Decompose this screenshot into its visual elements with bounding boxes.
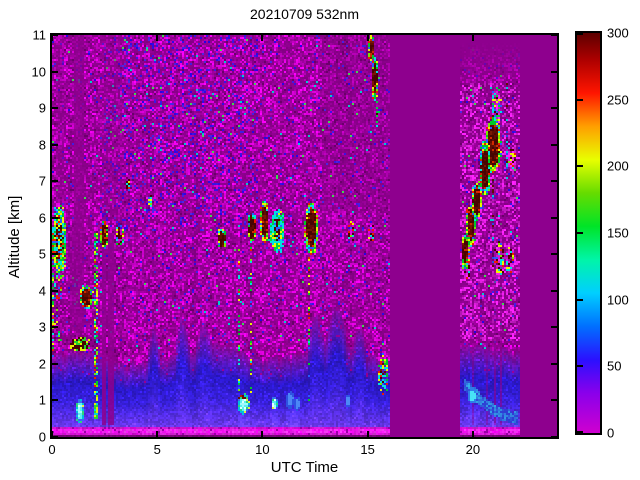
x-tick-label: 5 xyxy=(153,442,161,457)
colorbar-tick-label: 150 xyxy=(607,225,629,241)
x-tick-label: 15 xyxy=(360,442,375,457)
colorbar xyxy=(575,31,602,435)
y-tick-label: 1 xyxy=(38,392,46,408)
y-tick-label: 0 xyxy=(38,429,46,445)
y-tick-label: 3 xyxy=(38,319,46,335)
colorbar-tick xyxy=(577,431,583,433)
x-tick-label: 10 xyxy=(255,442,270,457)
y-tick-label: 11 xyxy=(32,27,47,43)
x-tick-label: 0 xyxy=(48,442,56,457)
colorbar-tick xyxy=(577,365,583,368)
colorbar-tick-label: 200 xyxy=(607,158,629,174)
y-tick-label: 9 xyxy=(38,100,46,116)
colorbar-tick xyxy=(577,298,583,301)
colorbar-tick-label: 250 xyxy=(607,92,629,108)
y-tick-label: 6 xyxy=(38,210,46,226)
y-tick-label: 8 xyxy=(38,137,46,153)
y-axis-label: Altitude [km] xyxy=(6,195,23,279)
y-tick-label: 7 xyxy=(38,173,46,189)
colorbar-tick-label: 0 xyxy=(607,425,615,441)
colorbar-tick xyxy=(577,232,583,234)
colorbar-tick-label: 100 xyxy=(607,292,629,308)
x-tick-label: 20 xyxy=(465,442,481,457)
colorbar-tick-label: 50 xyxy=(607,358,622,374)
x-axis-label: UTC Time xyxy=(270,459,339,476)
colorbar-tick-label: 300 xyxy=(607,25,629,41)
y-tick-label: 2 xyxy=(38,356,46,372)
y-tick-label: 4 xyxy=(38,283,46,299)
heatmap-plot xyxy=(50,33,559,439)
chart-title: 20210709 532nm xyxy=(250,6,359,22)
colorbar-tick xyxy=(577,33,583,35)
y-tick-label: 10 xyxy=(31,64,46,80)
colorbar-tick xyxy=(577,165,583,168)
y-tick-label: 5 xyxy=(38,246,46,262)
colorbar-tick xyxy=(577,98,583,101)
